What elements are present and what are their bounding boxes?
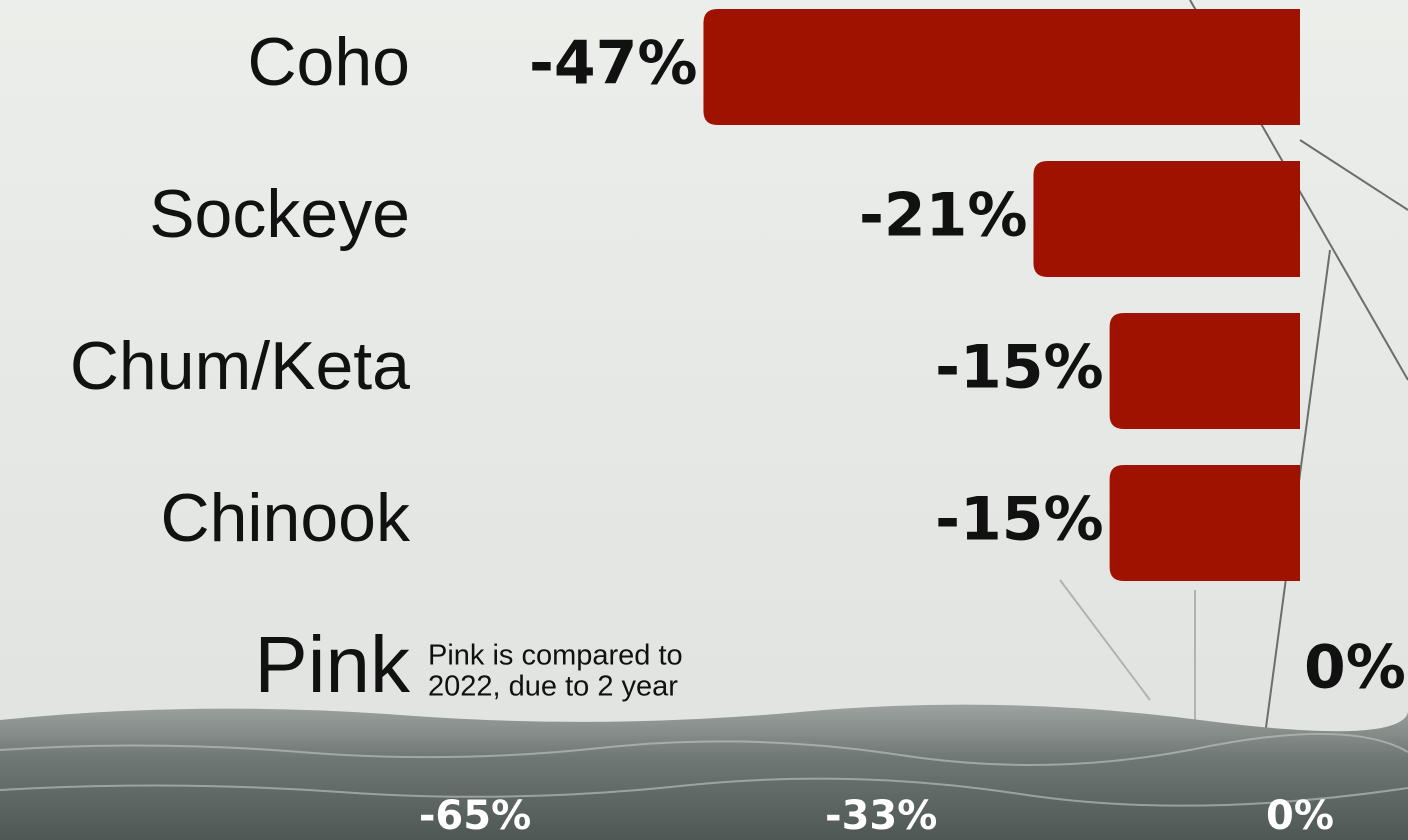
bar [1109, 313, 1300, 429]
bar [1033, 161, 1300, 277]
value-label: -21% [859, 181, 1028, 251]
x-tick-label: -33% [825, 793, 937, 839]
bar [703, 9, 1300, 125]
value-label: -15% [935, 333, 1104, 403]
category-label: Pink [254, 620, 411, 709]
x-tick-label: 0% [1266, 793, 1334, 839]
value-label: -15% [935, 485, 1104, 555]
x-tick-label: -65% [419, 793, 531, 839]
value-label: -47% [529, 29, 698, 99]
waves [0, 732, 1408, 807]
value-label: 0% [1304, 633, 1406, 703]
category-label: Chinook [161, 480, 411, 556]
annotation: 2022, due to 2 year [428, 671, 678, 703]
category-label: Coho [247, 24, 410, 100]
category-label: Chum/Keta [70, 328, 410, 404]
annotation: Pink is compared to [428, 640, 683, 672]
bar [1109, 465, 1300, 581]
sea [0, 704, 1408, 840]
category-label: Sockeye [149, 176, 410, 252]
